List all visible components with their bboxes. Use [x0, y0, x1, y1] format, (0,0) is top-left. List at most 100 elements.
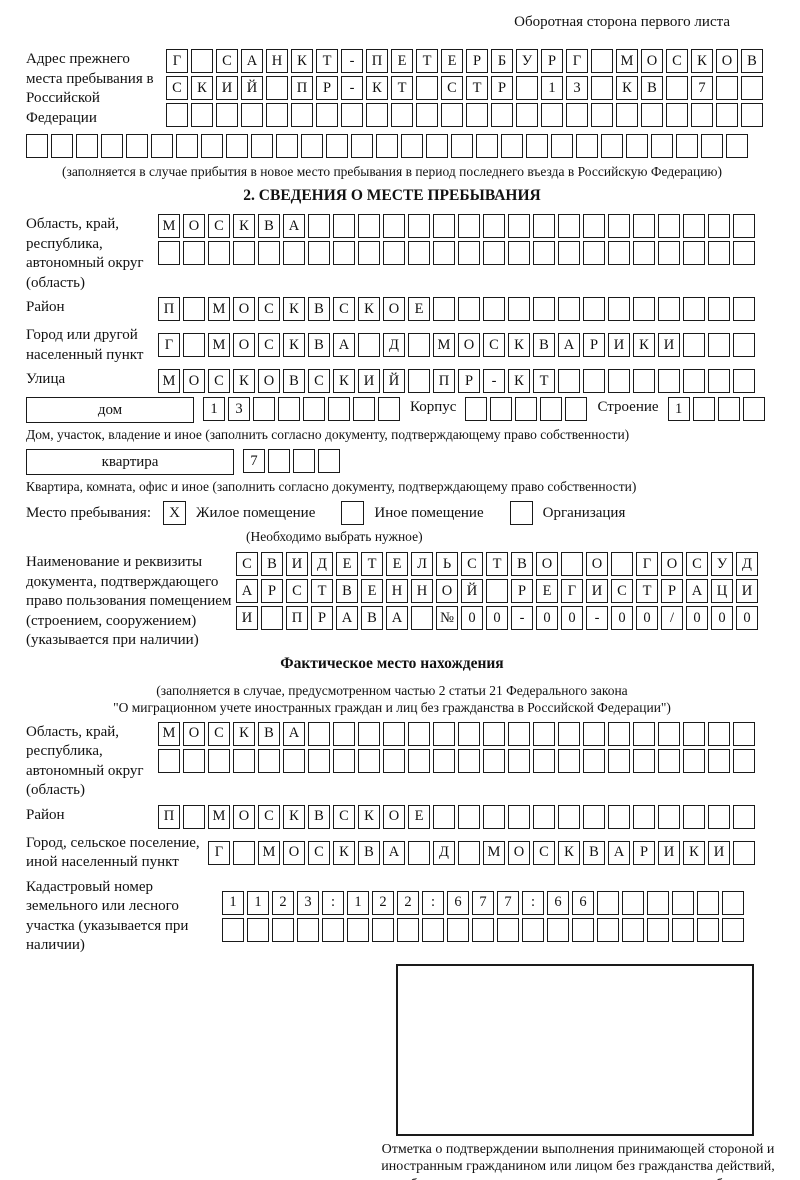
char-cell[interactable]: С [441, 76, 463, 100]
residential-checkbox[interactable]: X [163, 501, 186, 525]
char-cell[interactable] [583, 297, 605, 321]
char-cell[interactable]: Т [486, 552, 508, 576]
char-cell[interactable] [378, 397, 400, 421]
char-cell[interactable] [458, 214, 480, 238]
char-cell[interactable]: О [536, 552, 558, 576]
char-cell[interactable]: 2 [272, 890, 294, 915]
char-cell[interactable]: О [233, 804, 255, 829]
char-cell[interactable]: С [483, 333, 505, 357]
char-cell[interactable]: Й [383, 369, 405, 393]
char-cell[interactable] [322, 917, 344, 942]
char-cell[interactable]: 7 [472, 890, 494, 915]
char-cell[interactable]: К [283, 333, 305, 357]
char-cell[interactable]: С [308, 369, 330, 393]
char-cell[interactable]: 0 [636, 606, 658, 630]
char-cell[interactable] [583, 241, 605, 265]
char-cell[interactable] [558, 748, 580, 773]
char-cell[interactable] [733, 297, 755, 321]
char-cell[interactable] [566, 103, 588, 127]
char-cell[interactable]: М [208, 804, 230, 829]
char-cell[interactable] [508, 241, 530, 265]
char-cell[interactable] [683, 721, 705, 746]
char-cell[interactable] [358, 214, 380, 238]
char-cell[interactable]: 0 [536, 606, 558, 630]
char-cell[interactable]: С [286, 579, 308, 603]
char-cell[interactable] [233, 840, 255, 865]
char-cell[interactable] [622, 890, 644, 915]
char-cell[interactable] [183, 804, 205, 829]
char-cell[interactable]: М [158, 214, 180, 238]
char-cell[interactable]: М [208, 297, 230, 321]
char-cell[interactable] [51, 134, 73, 158]
char-cell[interactable]: В [308, 333, 330, 357]
char-cell[interactable] [483, 241, 505, 265]
char-cell[interactable] [742, 397, 765, 421]
char-cell[interactable]: С [166, 76, 188, 100]
char-cell[interactable]: Т [636, 579, 658, 603]
char-cell[interactable]: И [658, 840, 680, 865]
char-cell[interactable] [658, 241, 680, 265]
char-cell[interactable]: О [458, 333, 480, 357]
char-cell[interactable] [426, 134, 448, 158]
char-cell[interactable]: П [286, 606, 308, 630]
char-cell[interactable] [583, 804, 605, 829]
char-cell[interactable] [191, 49, 213, 73]
char-cell[interactable] [708, 369, 730, 393]
char-cell[interactable]: В [358, 840, 380, 865]
char-cell[interactable] [266, 103, 288, 127]
char-cell[interactable] [483, 804, 505, 829]
char-cell[interactable] [647, 917, 669, 942]
char-cell[interactable]: Т [311, 579, 333, 603]
char-cell[interactable] [722, 890, 744, 915]
char-cell[interactable]: М [433, 333, 455, 357]
char-cell[interactable] [601, 134, 623, 158]
char-cell[interactable] [458, 804, 480, 829]
char-cell[interactable]: : [422, 890, 444, 915]
char-cell[interactable] [226, 134, 248, 158]
char-cell[interactable]: А [558, 333, 580, 357]
char-cell[interactable]: Й [461, 579, 483, 603]
char-cell[interactable] [465, 397, 488, 421]
char-cell[interactable]: С [333, 297, 355, 321]
char-cell[interactable]: А [608, 840, 630, 865]
char-cell[interactable] [608, 241, 630, 265]
char-cell[interactable] [608, 748, 630, 773]
char-cell[interactable] [576, 134, 598, 158]
char-cell[interactable] [591, 76, 613, 100]
char-cell[interactable]: И [358, 369, 380, 393]
char-cell[interactable] [358, 748, 380, 773]
char-cell[interactable]: 3 [297, 890, 319, 915]
char-cell[interactable] [708, 721, 730, 746]
char-cell[interactable] [683, 241, 705, 265]
char-cell[interactable]: И [736, 579, 758, 603]
char-cell[interactable] [441, 103, 463, 127]
char-cell[interactable]: О [258, 369, 280, 393]
char-cell[interactable] [558, 721, 580, 746]
char-cell[interactable] [733, 721, 755, 746]
char-cell[interactable] [272, 917, 294, 942]
char-cell[interactable] [558, 804, 580, 829]
char-cell[interactable] [376, 134, 398, 158]
char-cell[interactable]: О [233, 297, 255, 321]
char-cell[interactable]: У [711, 552, 733, 576]
char-cell[interactable]: Р [511, 579, 533, 603]
char-cell[interactable] [741, 103, 763, 127]
char-cell[interactable] [422, 917, 444, 942]
char-cell[interactable] [483, 214, 505, 238]
char-cell[interactable]: И [216, 76, 238, 100]
char-cell[interactable] [497, 917, 519, 942]
char-cell[interactable]: К [558, 840, 580, 865]
char-cell[interactable]: И [658, 333, 680, 357]
char-cell[interactable]: О [383, 297, 405, 321]
char-cell[interactable] [233, 748, 255, 773]
char-cell[interactable] [558, 297, 580, 321]
char-cell[interactable]: Е [408, 297, 430, 321]
char-cell[interactable] [733, 748, 755, 773]
char-cell[interactable] [283, 748, 305, 773]
char-cell[interactable] [616, 103, 638, 127]
char-cell[interactable]: - [341, 76, 363, 100]
char-cell[interactable] [608, 804, 630, 829]
char-cell[interactable] [433, 214, 455, 238]
char-cell[interactable]: А [333, 333, 355, 357]
char-cell[interactable] [741, 76, 763, 100]
